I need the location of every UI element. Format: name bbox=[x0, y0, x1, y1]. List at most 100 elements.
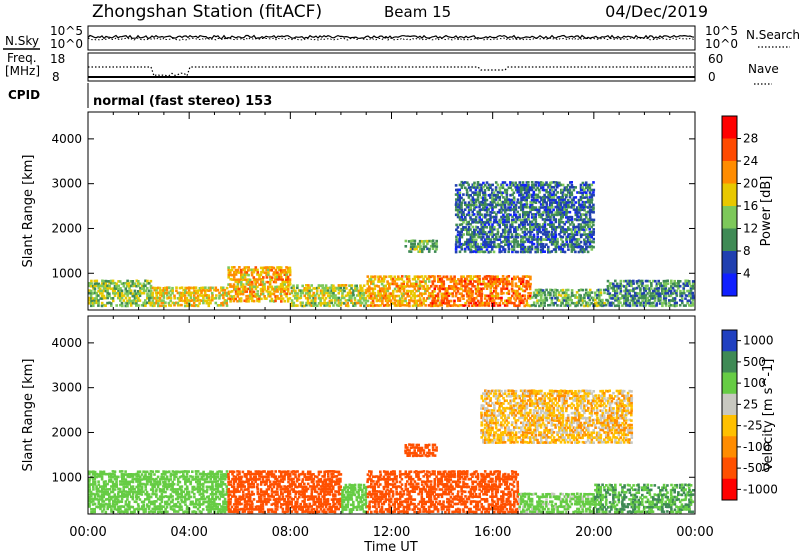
heatmap-cell bbox=[119, 292, 122, 295]
heatmap-cell bbox=[339, 298, 342, 302]
heatmap-cell bbox=[136, 292, 140, 295]
heatmap-cell bbox=[556, 240, 559, 244]
heatmap-cell bbox=[473, 232, 476, 236]
heatmap-cell bbox=[541, 247, 545, 251]
heatmap-cell bbox=[146, 478, 149, 481]
heatmap-cell bbox=[588, 242, 592, 246]
heatmap-cell bbox=[176, 304, 180, 307]
heatmap-cell bbox=[408, 280, 411, 283]
heatmap-cell bbox=[341, 294, 344, 298]
heatmap-cell bbox=[613, 304, 617, 308]
heatmap-cell bbox=[684, 304, 687, 307]
heatmap-cell bbox=[319, 284, 322, 287]
heatmap-cell bbox=[267, 268, 270, 271]
heatmap-cell bbox=[101, 500, 104, 503]
heatmap-cell bbox=[126, 493, 129, 496]
heatmap-cell bbox=[174, 502, 178, 506]
heatmap-cell bbox=[140, 287, 144, 290]
heatmap-cell bbox=[489, 213, 492, 217]
heatmap-cell bbox=[402, 299, 406, 303]
heatmap-cell bbox=[162, 470, 165, 473]
heatmap-cell bbox=[130, 475, 133, 478]
heatmap-cell bbox=[592, 223, 595, 227]
heatmap-cell bbox=[259, 287, 263, 291]
heatmap-cell bbox=[554, 248, 557, 251]
heatmap-cell bbox=[220, 508, 223, 511]
heatmap-cell bbox=[453, 278, 456, 281]
heatmap-cell bbox=[565, 230, 568, 233]
heatmap-cell bbox=[328, 299, 332, 303]
heatmap-cell bbox=[539, 240, 543, 243]
heatmap-cell bbox=[185, 507, 189, 511]
heatmap-cell bbox=[106, 280, 110, 283]
heatmap-cell bbox=[382, 294, 386, 298]
heatmap-cell bbox=[541, 206, 545, 209]
heatmap-cell bbox=[496, 230, 500, 234]
heatmap-cell bbox=[465, 245, 469, 249]
heatmap-cell bbox=[165, 289, 169, 292]
heatmap-cell bbox=[433, 284, 437, 288]
heatmap-cell bbox=[164, 502, 167, 506]
heatmap-cell bbox=[422, 287, 425, 290]
heatmap-cell bbox=[523, 228, 527, 231]
nave-tick-bottom: 0 bbox=[708, 70, 716, 84]
heatmap-cell bbox=[104, 502, 108, 506]
heatmap-cell bbox=[250, 297, 254, 300]
heatmap-cell bbox=[527, 240, 530, 243]
heatmap-cell bbox=[456, 205, 460, 209]
heatmap-cell bbox=[525, 200, 528, 204]
heatmap-cell bbox=[124, 281, 127, 285]
heatmap-cell bbox=[599, 301, 603, 304]
heatmap-cell bbox=[231, 278, 234, 281]
heatmap-cell bbox=[558, 208, 561, 211]
heatmap-cell bbox=[532, 216, 536, 219]
heatmap-cell bbox=[299, 291, 303, 295]
heatmap-cell bbox=[177, 480, 180, 483]
heatmap-cell bbox=[588, 220, 592, 224]
heatmap-cell bbox=[455, 238, 458, 241]
heatmap-cell bbox=[88, 478, 91, 481]
heatmap-cell bbox=[223, 500, 227, 503]
heatmap-cell bbox=[239, 480, 243, 484]
colorbar-swatch bbox=[722, 206, 737, 229]
heatmap-cell bbox=[487, 218, 491, 221]
heatmap-cell bbox=[478, 203, 482, 207]
heatmap-cell bbox=[276, 271, 279, 274]
heatmap-cell bbox=[536, 250, 539, 254]
heatmap-cell bbox=[662, 284, 666, 288]
heatmap-cell bbox=[664, 304, 668, 307]
heatmap-cell bbox=[379, 297, 382, 300]
heatmap-cell bbox=[435, 284, 438, 288]
heatmap-cell bbox=[285, 280, 288, 284]
heatmap-cell bbox=[129, 480, 133, 483]
heatmap-cell bbox=[359, 284, 362, 287]
heatmap-cell bbox=[121, 477, 124, 481]
heatmap-cell bbox=[433, 294, 437, 297]
heatmap-cell bbox=[539, 186, 543, 190]
heatmap-cell bbox=[538, 304, 541, 308]
heatmap-cell bbox=[552, 186, 556, 189]
heatmap-cell bbox=[93, 493, 97, 496]
heatmap-cell bbox=[635, 286, 639, 290]
heatmap-cell bbox=[160, 507, 163, 511]
heatmap-cell bbox=[182, 294, 185, 298]
heatmap-cell bbox=[673, 297, 677, 300]
heatmap-cell bbox=[460, 275, 463, 278]
heatmap-cell bbox=[471, 200, 474, 204]
heatmap-cell bbox=[482, 181, 485, 185]
heatmap-cell bbox=[115, 287, 118, 290]
heatmap-cell bbox=[601, 298, 604, 302]
heatmap-cell bbox=[321, 296, 325, 300]
heatmap-cell bbox=[404, 245, 408, 248]
heatmap-cell bbox=[606, 292, 610, 295]
heatmap-cell bbox=[507, 280, 511, 283]
heatmap-cell bbox=[88, 488, 92, 491]
heatmap-cell bbox=[207, 296, 211, 299]
heatmap-cell bbox=[216, 505, 220, 509]
heatmap-cell bbox=[93, 289, 97, 292]
heatmap-cell bbox=[129, 495, 133, 499]
heatmap-cell bbox=[525, 232, 528, 236]
heatmap-cell bbox=[632, 289, 635, 293]
heatmap-cell bbox=[146, 294, 149, 297]
heatmap-cell bbox=[689, 304, 693, 307]
